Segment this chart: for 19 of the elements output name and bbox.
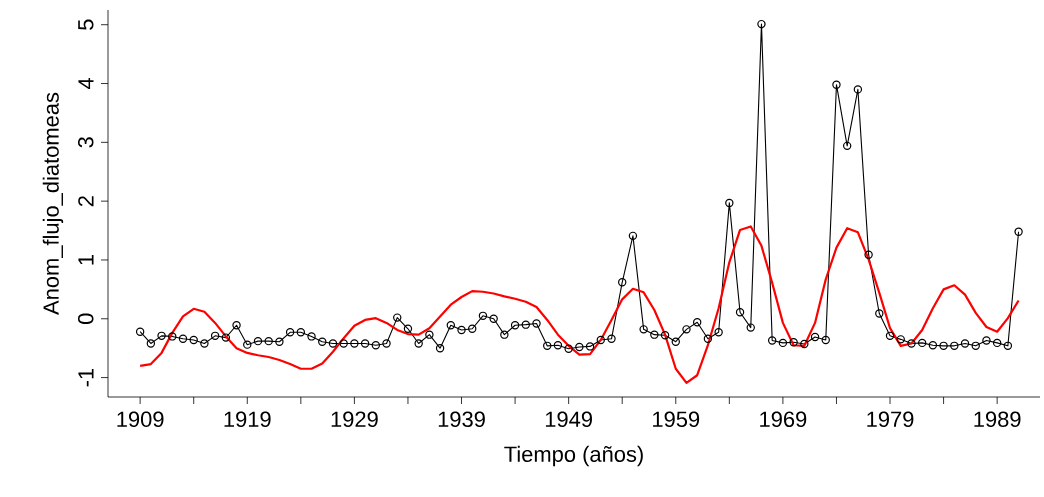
x-tick-label: 1979	[867, 411, 914, 428]
y-tick-label: 1	[78, 254, 94, 265]
x-tick-label: 1929	[331, 411, 378, 428]
y-tick-label: 3	[77, 137, 94, 148]
x-tick-label: 1939	[438, 411, 485, 428]
x-tick-label: 1959	[653, 411, 700, 428]
x-tick-label: 1969	[760, 411, 807, 428]
x-tick-label: 1989	[974, 411, 1021, 428]
y-tick-label: -1	[78, 368, 94, 387]
y-tick-label: 5	[78, 19, 94, 30]
x-tick-label: 1919	[224, 411, 271, 428]
x-tick-label: 1949	[545, 411, 592, 428]
line-series	[139, 225, 1020, 384]
x-axis-title: Tiempo (años)	[504, 445, 643, 467]
y-tick-label: 0	[77, 313, 94, 325]
x-tick-label: 1909	[117, 411, 164, 428]
y-tick-label: 4	[78, 78, 94, 90]
y-axis-title: Anom_flujo_diatomeas	[42, 92, 64, 315]
y-tick-label: 2	[78, 196, 94, 207]
